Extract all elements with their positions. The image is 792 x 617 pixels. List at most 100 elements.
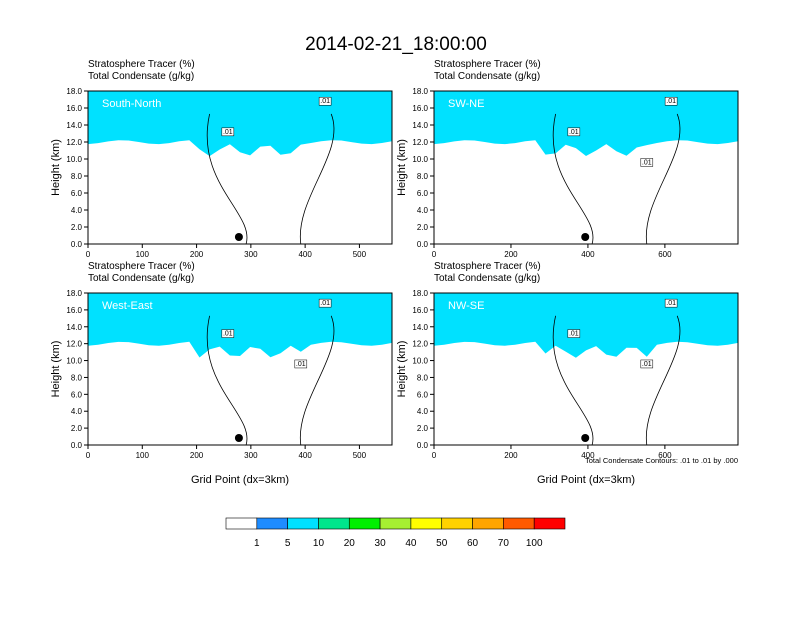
colorbar-swatch <box>379 517 412 530</box>
panel-sw-ne: Stratosphere Tracer (%)Total Condensate … <box>396 59 739 259</box>
y-tick-label: 16.0 <box>66 306 82 315</box>
x-tick-label: 400 <box>298 250 312 259</box>
colorbar-label: 100 <box>526 538 543 549</box>
contour-label: .01 <box>294 359 308 369</box>
x-tick-label: 300 <box>244 250 258 259</box>
x-axis-label: Grid Point (dx=3km) <box>537 474 635 486</box>
y-tick-label: 4.0 <box>417 206 429 215</box>
x-tick-label: 400 <box>298 451 312 460</box>
tracer-field <box>434 91 738 244</box>
x-tick-label: 600 <box>658 451 672 460</box>
y-tick-label: 12.0 <box>66 138 82 147</box>
x-tick-label: 300 <box>244 451 258 460</box>
storm-center-marker <box>581 233 590 241</box>
panel-nw-se: Stratosphere Tracer (%) Total Condensate … <box>396 261 739 486</box>
x-tick-label: 400 <box>581 451 595 460</box>
y-tick-label: 16.0 <box>412 104 428 113</box>
storm-center-marker <box>581 434 590 442</box>
y-tick-label: 12.0 <box>66 340 82 349</box>
colorbar-swatch <box>533 517 566 530</box>
y-tick-label: 16.0 <box>66 104 82 113</box>
svg-text:.01: .01 <box>223 129 233 136</box>
y-tick-label: 2.0 <box>71 424 83 433</box>
y-tick-label: 2.0 <box>71 223 83 232</box>
condensate-contour <box>206 315 335 445</box>
y-tick-label: 10.0 <box>66 357 82 366</box>
condensate-contour <box>206 113 335 244</box>
colorbar-swatch <box>225 517 258 530</box>
contour-info-footnote: Total Condensate Contours: .01 to .01 by… <box>585 456 738 465</box>
colorbar-label: 1 <box>254 538 260 549</box>
contour-label: .01 <box>221 329 235 338</box>
colorbar-swatch <box>441 517 473 530</box>
x-tick-label: 200 <box>190 451 204 460</box>
svg-text:.01: .01 <box>569 331 579 338</box>
y-axis-label: Height (km) <box>50 139 62 196</box>
y-tick-label: 8.0 <box>417 373 429 382</box>
svg-text:.01: .01 <box>320 98 330 105</box>
y-tick-label: 2.0 <box>417 424 429 433</box>
contour-label: .01 <box>318 298 332 308</box>
panel-label: South-North <box>102 98 161 110</box>
colorbar-label: 50 <box>436 538 448 549</box>
svg-text:.01: .01 <box>569 129 579 136</box>
svg-text:.01: .01 <box>223 331 233 338</box>
y-axis-label: Height (km) <box>396 341 408 398</box>
y-tick-label: 14.0 <box>66 323 82 332</box>
panels: Stratosphere Tracer (%)Total Condensate … <box>50 59 739 486</box>
contour-label: .01 <box>640 158 654 167</box>
y-tick-label: 6.0 <box>71 189 83 198</box>
panel-header-line: Stratosphere Tracer (%) <box>434 59 541 70</box>
svg-text:.01: .01 <box>666 300 676 307</box>
y-tick-label: 18.0 <box>66 289 82 298</box>
svg-text:.01: .01 <box>642 159 652 166</box>
panel-header-line: Stratosphere Tracer (%) <box>434 261 541 272</box>
y-tick-label: 8.0 <box>71 172 83 181</box>
y-tick-label: 18.0 <box>66 87 82 96</box>
x-tick-label: 100 <box>136 250 150 259</box>
y-axis-label: Height (km) <box>396 139 408 196</box>
panel-south-north: Stratosphere Tracer (%)Total Condensate … <box>50 59 393 259</box>
contour-label: .01 <box>567 329 581 338</box>
plot-frame <box>87 292 393 446</box>
panel-label: SW-NE <box>448 98 484 110</box>
contour-label: .01 <box>664 298 678 308</box>
panel-label: NW-SE <box>448 300 484 312</box>
y-tick-label: 0.0 <box>71 240 83 249</box>
y-tick-label: 12.0 <box>412 340 428 349</box>
panel-header-line: Total Condensate (g/kg) <box>88 273 194 284</box>
y-axis-label: Height (km) <box>50 341 62 398</box>
y-tick-label: 8.0 <box>417 172 429 181</box>
colorbar-swatch <box>256 517 288 530</box>
tracer-field <box>88 293 392 445</box>
x-tick-label: 0 <box>432 250 437 259</box>
panel-label: West-East <box>102 300 153 312</box>
panel-west-east: Stratosphere Tracer (%)Total Condensate … <box>50 261 393 486</box>
x-tick-label: 0 <box>86 451 91 460</box>
x-tick-label: 500 <box>353 250 367 259</box>
y-tick-label: 18.0 <box>412 289 428 298</box>
y-tick-label: 0.0 <box>71 441 83 450</box>
y-tick-label: 6.0 <box>417 189 429 198</box>
tracer-field <box>434 293 738 445</box>
x-axis-label: Grid Point (dx=3km) <box>191 474 289 486</box>
contour-label: .01 <box>664 96 678 106</box>
contour-label: .01 <box>318 96 332 106</box>
figure-title: 2014-02-21_18:00:00 <box>305 34 487 55</box>
plot-frame <box>87 90 393 245</box>
colorbar-label: 60 <box>467 538 479 549</box>
y-tick-label: 6.0 <box>417 390 429 399</box>
x-tick-label: 100 <box>136 451 150 460</box>
colorbar-label: 30 <box>375 538 387 549</box>
panel-header-line: Total Condensate (g/kg) <box>434 71 540 82</box>
x-tick-label: 200 <box>504 250 518 259</box>
x-tick-label: 0 <box>86 250 91 259</box>
storm-center-marker <box>234 434 243 442</box>
y-tick-label: 10.0 <box>412 357 428 366</box>
tracer-field <box>88 91 392 244</box>
x-tick-label: 0 <box>432 451 437 460</box>
svg-text:.01: .01 <box>320 300 330 307</box>
y-tick-label: 4.0 <box>71 206 83 215</box>
y-tick-label: 18.0 <box>412 87 428 96</box>
